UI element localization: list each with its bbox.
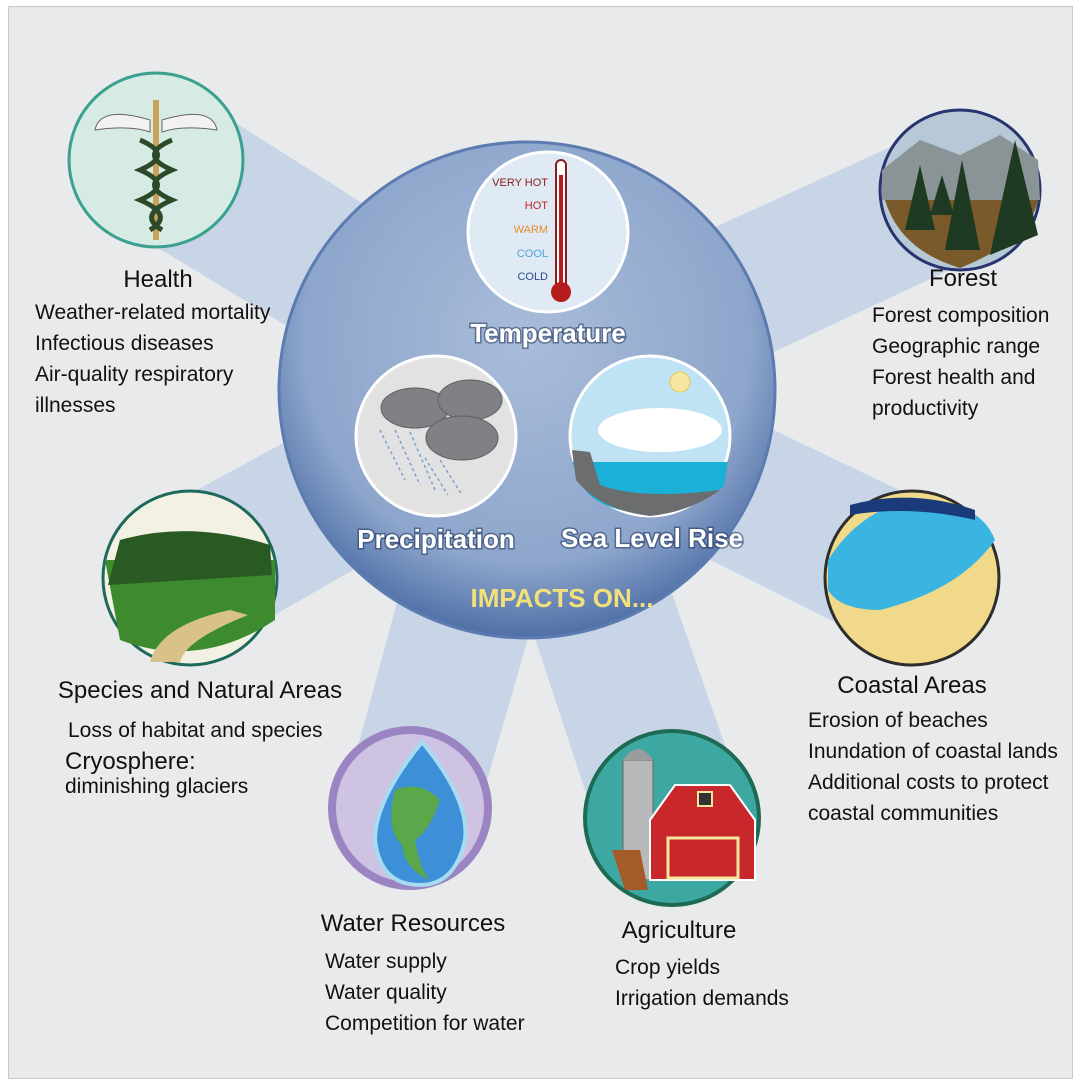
barn-doors bbox=[666, 836, 740, 880]
sector-items: Crop yields Irrigation demands bbox=[615, 952, 835, 1014]
thermometer-label: COLD bbox=[517, 271, 548, 283]
sector-title: Water Resources bbox=[320, 910, 506, 937]
thermometer-label: WARM bbox=[514, 224, 548, 236]
sector-title: Species and Natural Areas bbox=[57, 677, 343, 704]
sector-item: Forest health and productivity bbox=[872, 366, 1036, 420]
sector-item: Irrigation demands bbox=[615, 987, 789, 1010]
snakes bbox=[133, 137, 179, 233]
sector-item: Air-quality respiratory illnesses bbox=[35, 363, 234, 417]
sector-items: Weather-related mortality Infectious dis… bbox=[35, 297, 290, 421]
sector-title: Agriculture bbox=[621, 917, 737, 944]
trees bbox=[108, 531, 272, 585]
barn-window bbox=[697, 791, 713, 807]
wings bbox=[94, 113, 218, 133]
sector-item: Erosion of beaches bbox=[808, 709, 988, 732]
wheat bbox=[612, 850, 648, 890]
impacts-label: IMPACTS ON... bbox=[471, 583, 654, 613]
sector-items: Forest composition Geographic range Fore… bbox=[872, 300, 1067, 424]
sector-item: Inundation of coastal lands bbox=[808, 740, 1058, 763]
driver-label: Temperature bbox=[470, 318, 626, 348]
ground bbox=[105, 560, 275, 652]
silo-roof bbox=[623, 749, 653, 760]
thermometer-label: COOL bbox=[517, 248, 548, 260]
sector-items: Water supply Water quality Competition f… bbox=[325, 946, 565, 1039]
sector-item: Additional costs to protect coastal comm… bbox=[808, 771, 1049, 825]
sector-subtitle: Cryosphere: bbox=[65, 748, 196, 775]
sun bbox=[669, 371, 691, 393]
driver-label: Precipitation bbox=[357, 524, 514, 554]
water bbox=[828, 500, 995, 610]
thermometer-label: HOT bbox=[525, 200, 549, 212]
cloud bbox=[598, 408, 722, 452]
sector-title: Coastal Areas bbox=[837, 672, 987, 699]
barn bbox=[649, 784, 756, 881]
sector-item: Water quality bbox=[325, 981, 447, 1004]
cliff bbox=[572, 450, 720, 516]
sector-item: Infectious diseases bbox=[35, 332, 214, 355]
thermometer-bulb bbox=[551, 282, 571, 302]
driver-label: Sea Level Rise bbox=[561, 523, 743, 553]
sector-item: Competition for water bbox=[325, 1012, 525, 1035]
path bbox=[150, 610, 248, 662]
clouds bbox=[380, 379, 503, 461]
sector-items: Erosion of beaches Inundation of coastal… bbox=[808, 705, 1073, 829]
thermometer-label: VERY HOT bbox=[492, 177, 548, 189]
sector-item: Loss of habitat and species bbox=[68, 719, 323, 742]
thermometer-fill bbox=[559, 175, 563, 285]
sector-title: Health bbox=[123, 266, 193, 293]
sector-item: Crop yields bbox=[615, 956, 721, 979]
temperature-icon bbox=[466, 150, 630, 314]
sector-item: Geographic range bbox=[872, 335, 1041, 358]
sector-item: Weather-related mortality bbox=[35, 301, 271, 324]
trees bbox=[905, 140, 1038, 255]
continents bbox=[391, 786, 440, 880]
sector-items: Loss of habitat and species bbox=[68, 715, 368, 746]
horizon bbox=[850, 497, 975, 520]
staff bbox=[153, 100, 159, 240]
rain bbox=[379, 429, 463, 496]
sector-title: Forest bbox=[928, 265, 997, 292]
sector-item: Forest composition bbox=[872, 304, 1050, 327]
sector-subitem: diminishing glaciers bbox=[65, 775, 249, 798]
sector-item: Water supply bbox=[325, 950, 447, 973]
